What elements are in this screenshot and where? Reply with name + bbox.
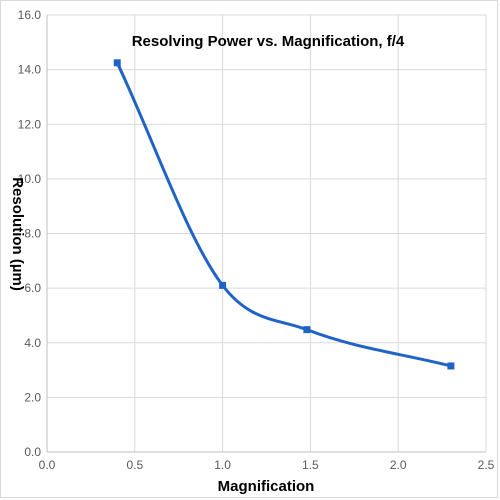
x-tick-label: 1.0	[214, 458, 231, 472]
data-point-marker	[219, 281, 227, 289]
x-tick-label: 0.5	[126, 458, 143, 472]
y-tick-label: 12.0	[18, 117, 42, 131]
series-layer	[113, 59, 455, 370]
data-point-marker	[113, 59, 121, 67]
y-tick-label: 16.0	[18, 8, 42, 22]
y-axis-title: Resolution (µm)	[9, 177, 26, 291]
y-tick-label: 10.0	[18, 172, 42, 186]
data-point-marker	[303, 326, 311, 334]
axes	[46, 15, 486, 453]
y-tick-label: 14.0	[18, 63, 42, 77]
y-tick-label: 6.0	[24, 281, 41, 295]
tick-labels: 0.0 2.0 4.0 6.0 8.0 10.0 12.0 14.0 16.0 0.0 0.5 1.0…	[18, 8, 495, 472]
gridlines	[47, 14, 487, 452]
y-tick-label: 4.0	[24, 336, 41, 350]
x-tick-label: 1.5	[302, 458, 319, 472]
x-tick-label: 2.5	[478, 458, 495, 472]
data-point-marker	[447, 362, 455, 370]
series-line	[115, 61, 453, 368]
y-tick-label: 2.0	[24, 390, 41, 404]
x-tick-label: 2.0	[390, 458, 407, 472]
chart-title: Resolving Power vs. Magnification, f/4	[132, 33, 405, 50]
x-tick-label: 0.0	[39, 458, 56, 472]
y-tick-label: 0.0	[24, 445, 41, 459]
y-tick-label: 8.0	[24, 227, 41, 241]
x-axis-title: Magnification	[218, 478, 315, 495]
